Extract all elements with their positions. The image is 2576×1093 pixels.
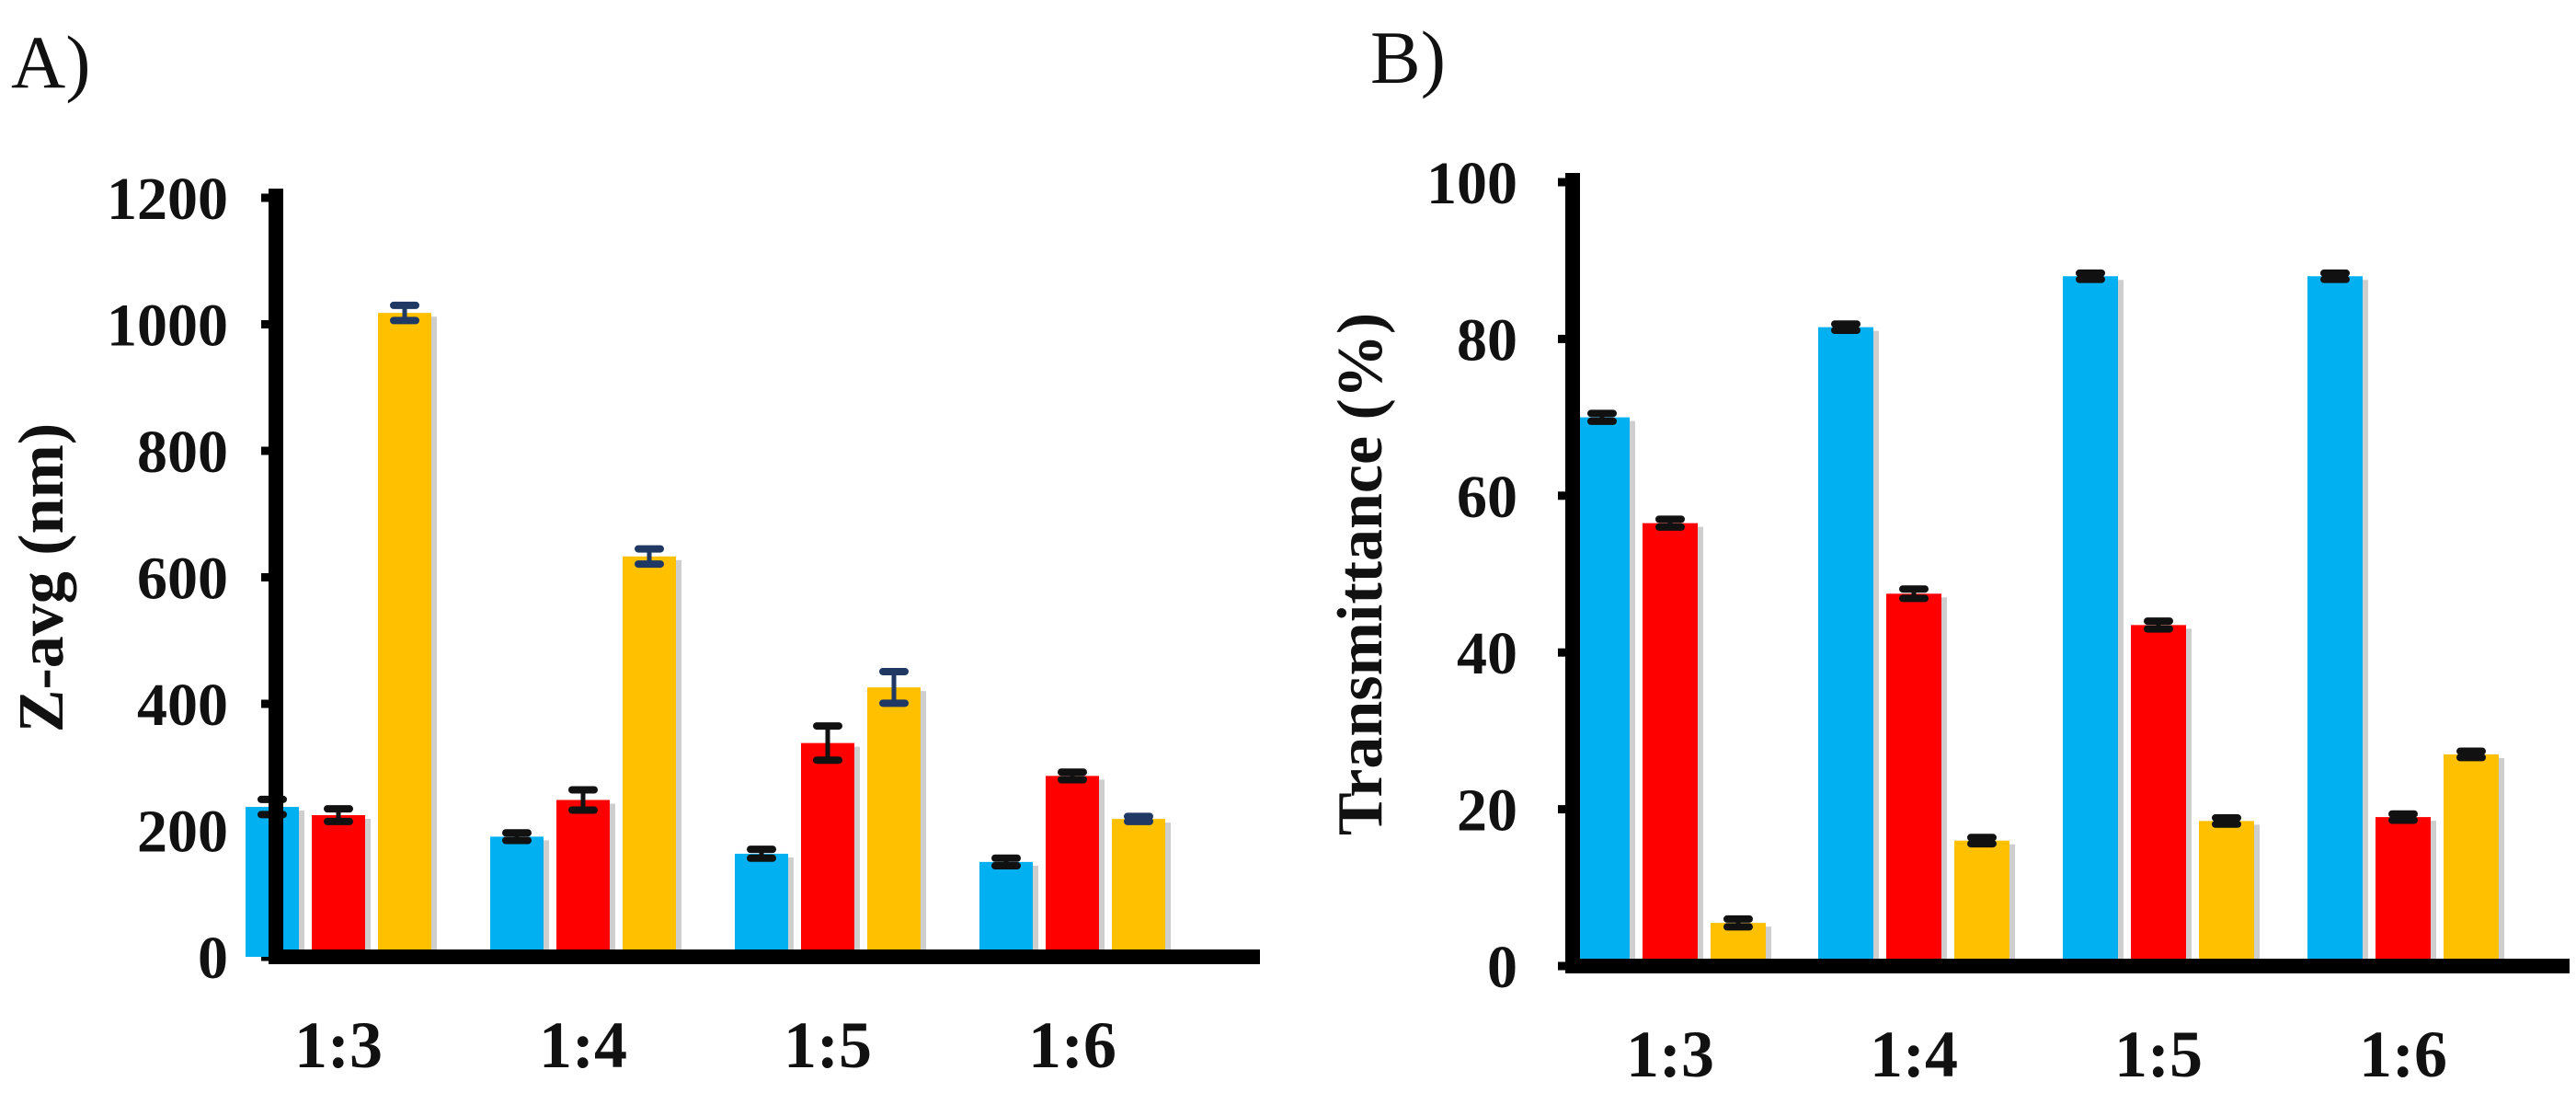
panel-b-y-axis-title: Transmittance (%) bbox=[1325, 313, 1396, 835]
panel-a-bar-1:5-series-3 bbox=[867, 687, 921, 957]
panel-b-error-bar-1:3-series-3 bbox=[1723, 915, 1753, 931]
panel-a-error-bar-1:5-series-1 bbox=[747, 846, 776, 862]
panel-b-bar-1:4-series-2 bbox=[1886, 593, 1941, 966]
panel-a-x-category-label-3: 1:6 bbox=[1028, 1008, 1116, 1082]
panel-a-error-bar-1:5-series-3 bbox=[879, 667, 909, 708]
panel-b-x-category-label-1: 1:4 bbox=[1870, 1018, 1958, 1091]
panel-a-bar-1:6-series-3 bbox=[1112, 819, 1165, 957]
panel-a-x-category-label-2: 1:5 bbox=[784, 1008, 872, 1082]
panel-b-error-bar-1:6-series-1 bbox=[2320, 269, 2350, 283]
panel-b-error-bar-1:3-series-2 bbox=[1655, 515, 1685, 531]
panel-a-x-category-label-0: 1:3 bbox=[294, 1008, 383, 1082]
panel-a-bar-1:4-series-1 bbox=[490, 836, 544, 957]
panel-a-bar-1:4-series-3 bbox=[623, 556, 676, 957]
panel-a-y-tick-label-5: 1000 bbox=[107, 293, 228, 360]
chart-panel-b: B) Transmittance (%) 0 20 40 60 80 100 1:3 1:4 1:5… bbox=[1325, 16, 2570, 1091]
panel-b-error-bar-1:4-series-2 bbox=[1899, 585, 1929, 603]
panel-b-y-tick-label-4: 80 bbox=[1457, 306, 1517, 374]
panel-b-error-bar-1:6-series-3 bbox=[2456, 747, 2486, 762]
panel-b-bar-1:3-series-2 bbox=[1643, 523, 1698, 966]
panel-a-error-bar-1:4-series-2 bbox=[568, 786, 598, 814]
panel-b-error-bar-1:5-series-3 bbox=[2212, 813, 2241, 828]
panel-b-error-bar-1:5-series-1 bbox=[2076, 269, 2105, 283]
panel-b-bar-1:4-series-3 bbox=[1954, 840, 2009, 966]
panel-a-error-bar-1:5-series-2 bbox=[813, 722, 842, 765]
panel-b-bar-1:6-series-3 bbox=[2444, 754, 2499, 966]
panel-b-error-bar-1:4-series-3 bbox=[1967, 834, 1997, 848]
panel-b-error-bar-1:5-series-2 bbox=[2144, 617, 2173, 633]
panel-a-error-bar-1:3-series-2 bbox=[324, 805, 353, 825]
panel-a-bar-1:3-series-2 bbox=[312, 815, 365, 957]
panel-b-bar-1:5-series-1 bbox=[2063, 276, 2118, 966]
panel-a-y-tick-label-2: 400 bbox=[137, 672, 228, 739]
panel-b-x-category-label-3: 1:6 bbox=[2359, 1018, 2447, 1091]
panel-b-error-bar-1:6-series-2 bbox=[2388, 810, 2418, 824]
panel-a-bar-1:5-series-1 bbox=[735, 853, 788, 957]
panel-b-y-tick-label-2: 40 bbox=[1457, 620, 1517, 687]
panel-a-bar-1:6-series-2 bbox=[1046, 776, 1099, 957]
panel-b-x-category-label-0: 1:3 bbox=[1626, 1018, 1714, 1091]
panel-b-bar-1:5-series-3 bbox=[2199, 821, 2254, 966]
panel-b-y-tick-label-5: 100 bbox=[1426, 150, 1517, 217]
panel-b-bar-1:6-series-2 bbox=[2376, 817, 2431, 966]
panel-a-error-bar-1:3-series-3 bbox=[390, 301, 419, 325]
panel-b-y-tick-label-0: 0 bbox=[1487, 934, 1517, 1001]
panel-b-bar-1:3-series-1 bbox=[1574, 417, 1630, 967]
panel-a-label: A) bbox=[11, 20, 91, 104]
panel-a-y-tick-label-0: 0 bbox=[198, 925, 228, 992]
panel-a-bar-1:5-series-2 bbox=[801, 742, 854, 957]
panel-a-x-category-label-1: 1:4 bbox=[539, 1008, 627, 1082]
panel-a-error-bar-1:6-series-3 bbox=[1124, 812, 1153, 825]
panel-a-error-bar-1:4-series-1 bbox=[502, 829, 532, 845]
panel-a-bar-1:4-series-2 bbox=[556, 800, 610, 957]
panel-b-bar-1:4-series-1 bbox=[1818, 327, 1873, 966]
panel-a-bar-1:6-series-1 bbox=[979, 861, 1033, 957]
panel-a-bar-1:3-series-3 bbox=[378, 313, 431, 957]
panel-b-error-bar-1:4-series-1 bbox=[1831, 320, 1860, 335]
panel-a-y-tick-label-6: 1200 bbox=[107, 166, 228, 233]
panel-b-y-tick-label-1: 20 bbox=[1457, 777, 1517, 845]
panel-b-x-category-label-2: 1:5 bbox=[2114, 1018, 2203, 1091]
panel-a-error-bar-1:6-series-1 bbox=[991, 854, 1021, 869]
panel-a-error-bar-1:4-series-3 bbox=[635, 545, 664, 569]
panel-a-error-bar-1:6-series-2 bbox=[1058, 768, 1087, 784]
panel-b-label: B) bbox=[1370, 16, 1446, 99]
panel-a-y-axis-title: Z-avg (nm) bbox=[6, 423, 77, 732]
panel-b-bar-1:5-series-2 bbox=[2131, 625, 2186, 966]
panel-a-y-tick-label-3: 600 bbox=[137, 546, 228, 613]
panel-a-y-tick-label-1: 200 bbox=[137, 799, 228, 866]
panel-b-y-tick-label-3: 60 bbox=[1457, 464, 1517, 531]
panel-b-error-bar-1:3-series-1 bbox=[1587, 409, 1617, 425]
panel-b-bar-1:6-series-1 bbox=[2307, 276, 2363, 966]
panel-a-y-tick-label-4: 800 bbox=[137, 419, 228, 486]
chart-panel-a: A) Z-avg (nm) 0 200 400 600 800 1000 1200 1:3 1:4 1… bbox=[6, 20, 1260, 1082]
